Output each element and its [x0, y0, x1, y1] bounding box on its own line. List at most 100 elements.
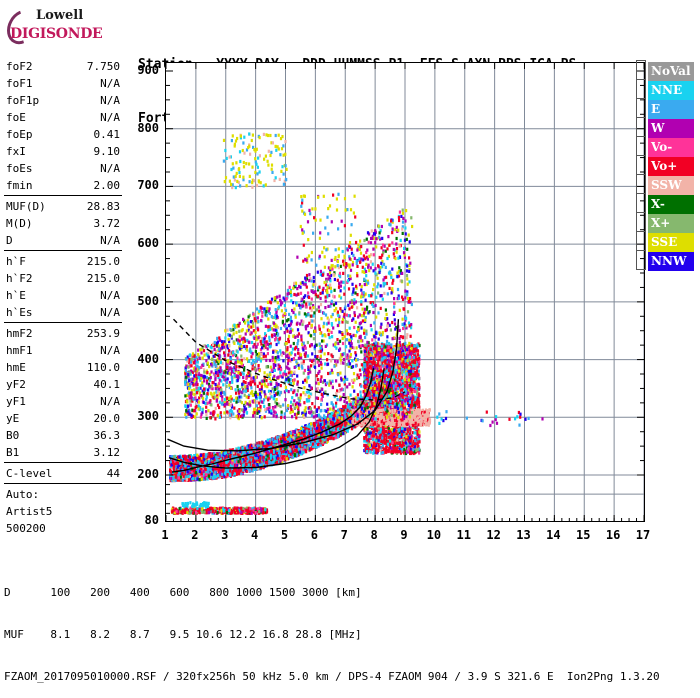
param-key: foF1 [6, 75, 33, 92]
param-key: h`F [6, 253, 26, 270]
param-value: 20.0 [94, 410, 121, 427]
param-divider [4, 483, 122, 484]
param-row: foF1p N/A [4, 92, 122, 109]
param-key: D [6, 232, 13, 249]
legend-tick [637, 213, 645, 232]
param-key: foEp [6, 126, 33, 143]
legend-item-sse[interactable]: SSE [648, 233, 694, 252]
param-value: 28.83 [87, 198, 120, 215]
param-row: foF2 7.750 [4, 58, 122, 75]
ionogram-canvas [166, 63, 644, 521]
param-key: hmF2 [6, 325, 33, 342]
y-axis-tick-label: 300 [125, 409, 159, 423]
legend-item-nne[interactable]: NNE [648, 81, 694, 100]
legend-item-noval[interactable]: NoVal [648, 62, 694, 81]
y-axis-tick-label: 500 [125, 294, 159, 308]
param-value: N/A [100, 92, 120, 109]
legend-item-w[interactable]: W [648, 119, 694, 138]
x-axis-tick-label: 6 [303, 528, 325, 542]
param-value: 44 [107, 465, 120, 482]
param-key: fxI [6, 143, 26, 160]
param-key: fmin [6, 177, 33, 194]
x-axis-tick-label: 1 [154, 528, 176, 542]
param-value: N/A [100, 342, 120, 359]
y-axis-tick-label: 200 [125, 467, 159, 481]
param-key: h`F2 [6, 270, 33, 287]
ionogram-plot[interactable] [165, 62, 645, 522]
legend-item-nnw[interactable]: NNW [648, 252, 694, 271]
param-value: N/A [100, 109, 120, 126]
legend-item-e[interactable]: E [648, 100, 694, 119]
logo-digisonde-text: DIGISONDE [10, 26, 102, 42]
footer-info: D 100 200 400 600 800 1000 1500 3000 [km… [4, 558, 660, 698]
param-row: h`F 215.0 [4, 253, 122, 270]
param-row: fmin 2.00 [4, 177, 122, 194]
param-row: hmF1 N/A [4, 342, 122, 359]
x-axis-tick-label: 17 [632, 528, 654, 542]
param-divider [4, 322, 122, 323]
legend-item-ssw[interactable]: SSW [648, 176, 694, 195]
param-value: 3.12 [94, 444, 121, 461]
legend-tick [637, 80, 645, 99]
param-row: hmE 110.0 [4, 359, 122, 376]
param-key: B0 [6, 427, 19, 444]
param-row: MUF(D)28.83 [4, 198, 122, 215]
footer-muf-row: MUF 8.1 8.2 8.7 9.5 10.6 12.2 16.8 28.8 … [4, 628, 660, 642]
legend-tick [637, 156, 645, 175]
logo-lowell-text: Lowell [36, 8, 83, 23]
lowell-digisonde-logo: Lowell DIGISONDE [6, 6, 126, 48]
param-value: 215.0 [87, 253, 120, 270]
param-value: 215.0 [87, 270, 120, 287]
legend-item-vo-[interactable]: Vo- [648, 138, 694, 157]
x-axis-tick-label: 16 [602, 528, 624, 542]
legend-tick [637, 251, 645, 270]
param-value: 2.00 [94, 177, 121, 194]
x-axis-tick-label: 3 [214, 528, 236, 542]
y-axis-tick-label: 600 [125, 236, 159, 250]
y-axis-tick-label: 900 [125, 63, 159, 77]
param-row: fxI 9.10 [4, 143, 122, 160]
param-value: 40.1 [94, 376, 121, 393]
legend-tick [637, 232, 645, 251]
x-axis-tick-label: 13 [513, 528, 535, 542]
param-key: foF1p [6, 92, 39, 109]
legend-item-x-[interactable]: X+ [648, 214, 694, 233]
param-row: yE 20.0 [4, 410, 122, 427]
param-key: foF2 [6, 58, 33, 75]
param-value: N/A [100, 75, 120, 92]
legend-item-x-[interactable]: X- [648, 195, 694, 214]
footer-file-row: FZAOM_2017095010000.RSF / 320fx256h 50 k… [4, 670, 660, 684]
y-axis-tick-label: 80 [125, 513, 159, 527]
param-value: 3.72 [94, 215, 121, 232]
param-key: yE [6, 410, 19, 427]
x-axis-tick-label: 15 [572, 528, 594, 542]
x-axis-tick-label: 11 [453, 528, 475, 542]
x-axis-tick-label: 7 [333, 528, 355, 542]
legend-tick [637, 118, 645, 137]
param-divider [4, 462, 122, 463]
param-value: 9.10 [94, 143, 121, 160]
legend-item-vo-[interactable]: Vo+ [648, 157, 694, 176]
param-key: foEs [6, 160, 33, 177]
param-key: hmF1 [6, 342, 33, 359]
param-note: 500200 [4, 520, 122, 537]
param-row: foF1 N/A [4, 75, 122, 92]
param-key: hmE [6, 359, 26, 376]
legend-tick [637, 99, 645, 118]
param-divider [4, 250, 122, 251]
footer-distance-row: D 100 200 400 600 800 1000 1500 3000 [km… [4, 586, 660, 600]
legend-tick [637, 194, 645, 213]
param-value: 7.750 [87, 58, 120, 75]
param-key: h`Es [6, 304, 33, 321]
legend-tick-column [636, 60, 646, 270]
param-value: N/A [100, 393, 120, 410]
param-value: 110.0 [87, 359, 120, 376]
param-row: h`F2 215.0 [4, 270, 122, 287]
param-key: h`E [6, 287, 26, 304]
